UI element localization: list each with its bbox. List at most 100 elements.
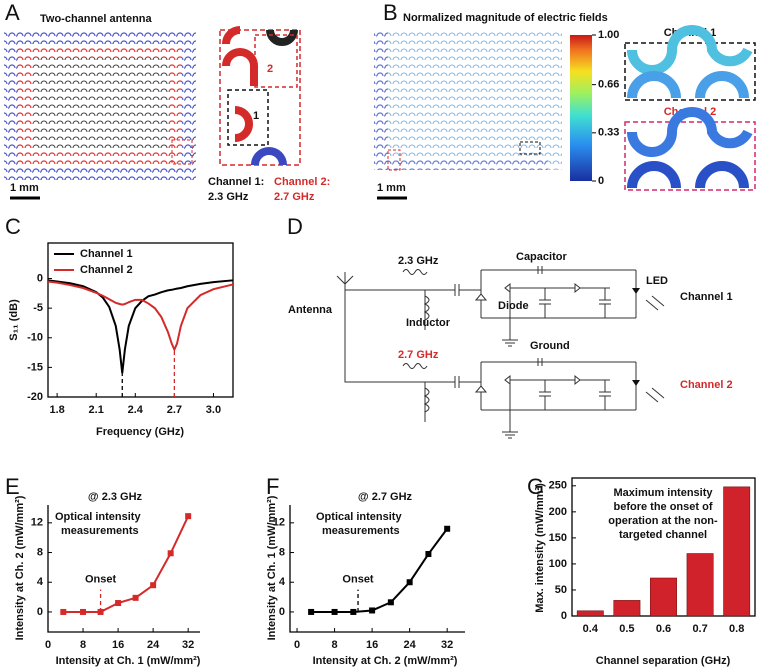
y-tick-label: 0 xyxy=(561,610,567,622)
x-axis-label: Intensity at Ch. 2 (mW/mm²) xyxy=(313,655,458,667)
plot-frame xyxy=(47,242,234,398)
colorbar-label: 0 xyxy=(598,175,604,187)
x-tick-label: 0.5 xyxy=(619,623,634,635)
circuit-label: Ground xyxy=(530,340,570,352)
x-tick-label: 8 xyxy=(80,639,86,651)
x-tick-label: 32 xyxy=(441,639,453,651)
marker xyxy=(444,525,451,532)
panel-label: B xyxy=(383,0,398,25)
scale-label: 1 mm xyxy=(377,182,406,194)
y-tick-label: -15 xyxy=(27,361,43,373)
chart-title: @ 2.7 GHz xyxy=(358,491,413,503)
annotation: before the onset of xyxy=(613,501,712,513)
legend-label: Channel 2 xyxy=(80,264,133,276)
y-tick-label: 0 xyxy=(37,272,43,284)
colorbar-label: 1.00 xyxy=(598,29,619,41)
marker xyxy=(115,600,122,607)
x-tick-label: 24 xyxy=(404,639,417,651)
inset-label: 2 xyxy=(267,63,273,75)
channel-1: Channel 1: xyxy=(208,176,264,188)
colorbar-label: 0.33 xyxy=(598,127,619,139)
onset-label: Onset xyxy=(342,574,374,586)
y-tick-label: 4 xyxy=(279,576,286,588)
y-axis-label: Max. intensity (mW/mm²) xyxy=(534,483,546,613)
circuit-label: Diode xyxy=(498,300,529,312)
inset-b2 xyxy=(624,107,756,191)
title: Two-channel antenna xyxy=(40,13,153,25)
marker xyxy=(80,608,87,615)
marker xyxy=(331,608,338,615)
x-axis-label: Intensity at Ch. 1 (mW/mm²) xyxy=(56,655,201,667)
panel-label: A xyxy=(5,0,20,25)
panel-label: F xyxy=(266,474,279,499)
marker xyxy=(308,608,315,615)
x-tick-label: 3.0 xyxy=(206,404,221,416)
line xyxy=(47,280,234,353)
y-tick-label: 250 xyxy=(549,480,567,492)
marker xyxy=(369,607,376,614)
x-tick-label: 0 xyxy=(294,639,300,651)
y-tick-label: -5 xyxy=(33,302,43,314)
annotation: targeted channel xyxy=(619,529,707,541)
circuit-label: LED xyxy=(646,275,668,287)
x-tick-label: 16 xyxy=(112,639,124,651)
marker xyxy=(150,582,157,589)
colorbar-label: 0.66 xyxy=(598,79,619,91)
marker xyxy=(132,594,139,601)
marker xyxy=(185,513,192,520)
x-tick-label: 2.4 xyxy=(128,404,144,416)
inset-b1 xyxy=(624,25,756,101)
x-tick-label: 8 xyxy=(332,639,338,651)
annotation: measurements xyxy=(322,525,400,537)
inset-label: 1 xyxy=(253,110,259,122)
circuit-label: Channel 1 xyxy=(680,291,733,303)
line xyxy=(47,279,234,374)
channel-2: Channel 2: xyxy=(274,176,330,188)
circuit-label: Antenna xyxy=(288,304,333,316)
circuit-label: 2.7 GHz xyxy=(398,349,439,361)
bar xyxy=(723,486,751,617)
annotation: measurements xyxy=(61,525,139,537)
panel-label: D xyxy=(287,214,303,239)
circuit-label: Inductor xyxy=(406,317,451,329)
channel-1-freq: 2.3 GHz xyxy=(208,191,249,203)
title: Normalized magnitude of electric fields xyxy=(403,12,608,24)
circuit-label: Channel 2 xyxy=(680,379,733,391)
x-tick-label: 32 xyxy=(182,639,194,651)
marker xyxy=(350,608,357,615)
annotation: operation at the non- xyxy=(608,515,718,527)
y-axis-label: S₁₁ (dB) xyxy=(8,299,20,341)
panel-label: C xyxy=(5,214,21,239)
marker xyxy=(406,579,413,586)
x-tick-label: 0.8 xyxy=(729,623,744,635)
panel-label: E xyxy=(5,474,20,499)
onset-label: Onset xyxy=(85,574,117,586)
marker xyxy=(425,551,432,558)
y-tick-label: 12 xyxy=(273,517,285,529)
x-tick-label: 24 xyxy=(147,639,160,651)
y-tick-label: 150 xyxy=(549,532,567,544)
marker xyxy=(60,608,67,615)
axes xyxy=(289,505,465,633)
y-tick-label: 200 xyxy=(549,506,567,518)
antenna-a xyxy=(4,30,196,180)
y-tick-label: 0 xyxy=(279,606,285,618)
antenna-b xyxy=(374,30,562,171)
y-tick-label: -20 xyxy=(27,391,43,403)
x-axis-label: Channel separation (GHz) xyxy=(596,655,731,667)
x-tick-label: 2.7 xyxy=(167,404,182,416)
y-tick-label: 12 xyxy=(31,517,43,529)
x-tick-label: 0.7 xyxy=(692,623,707,635)
bar xyxy=(613,600,641,617)
x-tick-label: 1.8 xyxy=(49,404,64,416)
x-tick-label: 0.6 xyxy=(656,623,671,635)
circuit-label: 2.3 GHz xyxy=(398,255,439,267)
x-tick-label: 0.4 xyxy=(583,623,599,635)
y-tick-label: 50 xyxy=(555,584,567,596)
bar xyxy=(686,553,714,617)
y-tick-label: 8 xyxy=(279,546,285,558)
inset-a xyxy=(219,26,301,166)
legend-label: Channel 1 xyxy=(80,248,133,260)
bar xyxy=(650,577,677,617)
